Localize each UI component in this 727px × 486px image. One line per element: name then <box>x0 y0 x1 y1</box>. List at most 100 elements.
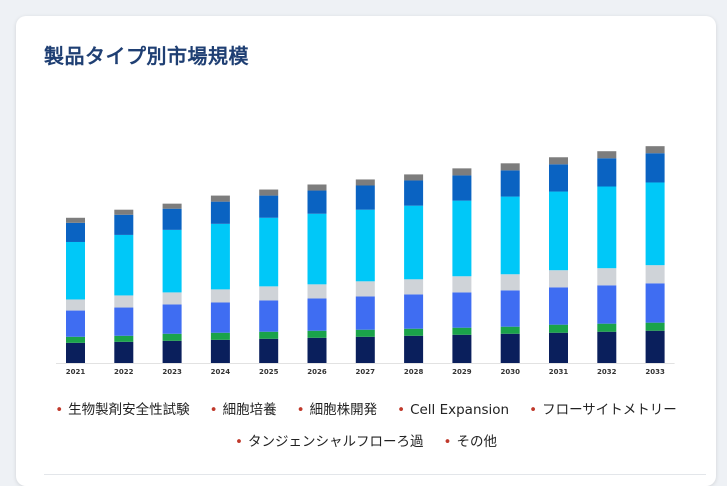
bar-segment-2023-6 <box>162 203 182 209</box>
bar-segment-2027-0 <box>355 336 375 363</box>
bar-segment-2029-6 <box>452 168 472 176</box>
bar-segment-2033-5 <box>645 153 665 183</box>
x-tick-label: 2026 <box>307 368 327 376</box>
x-tick-label: 2032 <box>597 368 617 376</box>
bullet-icon: • <box>55 402 64 418</box>
bar-segment-2021-2 <box>66 310 85 337</box>
legend-item: • タンジェンシャルフローろ過 <box>235 426 423 458</box>
stacked-bar-chart: 2021 2022 2023 2024 2025 2026 2027 2028 2029 2030… <box>56 146 675 376</box>
bar-segment-2026-3 <box>307 284 327 299</box>
bar-segment-2024-5 <box>210 201 230 224</box>
bar-segment-2022-0 <box>114 341 134 363</box>
bar-segment-2026-6 <box>307 184 327 191</box>
bar-segment-2030-6 <box>500 163 520 171</box>
bar-segment-2023-3 <box>162 292 182 305</box>
x-tick-label: 2028 <box>404 368 424 376</box>
x-tick-label: 2021 <box>66 368 86 376</box>
bar-segment-2033-4 <box>645 182 665 266</box>
bar-segment-2032-1 <box>597 323 617 332</box>
bar-segment-2028-4 <box>404 205 424 280</box>
x-tick-label: 2024 <box>211 368 231 376</box>
bar-segment-2026-4 <box>307 213 327 285</box>
bar-segment-2028-5 <box>404 180 424 206</box>
bar-segment-2031-0 <box>549 332 568 363</box>
bar-segment-2029-0 <box>452 334 472 363</box>
bar-segment-2025-4 <box>259 217 279 287</box>
bar-segment-2022-4 <box>114 234 134 296</box>
legend-item: • その他 <box>444 426 497 458</box>
bar-segment-2022-5 <box>114 214 134 235</box>
bar-segment-2033-6 <box>645 146 665 154</box>
legend-label: 細胞培養 <box>222 402 277 418</box>
bar-segment-2030-2 <box>500 290 520 327</box>
bar-segment-2027-3 <box>355 281 375 297</box>
bar-segment-2023-1 <box>162 333 182 341</box>
bar-segment-2024-3 <box>210 289 230 303</box>
bar-segment-2029-3 <box>452 276 472 293</box>
bar-segment-2033-1 <box>645 322 665 331</box>
x-tick-label: 2033 <box>645 368 665 376</box>
bar-segment-2026-0 <box>307 337 327 363</box>
x-tick-label: 2027 <box>356 368 376 376</box>
legend-label: フローサイトメトリー <box>542 402 677 418</box>
bar-segment-2023-2 <box>162 304 182 334</box>
bar-segment-2028-0 <box>404 335 424 363</box>
bar-segment-2021-3 <box>66 299 85 311</box>
bar-segment-2026-1 <box>307 330 327 338</box>
bar-segment-2023-5 <box>162 208 182 230</box>
bar-segment-2024-6 <box>210 195 230 202</box>
bar-segment-2032-3 <box>597 268 617 286</box>
bar-segment-2030-1 <box>500 326 520 334</box>
divider <box>44 474 706 475</box>
bar-segment-2027-1 <box>355 329 375 337</box>
bullet-icon: • <box>443 434 452 450</box>
bar-segment-2027-4 <box>355 209 375 282</box>
legend-label: その他 <box>456 434 497 450</box>
bar-segment-2022-2 <box>114 307 134 336</box>
bar-segment-2021-6 <box>66 217 85 223</box>
bar-segment-2032-4 <box>597 186 617 269</box>
bar-segment-2022-6 <box>114 209 134 215</box>
bar-segment-2028-2 <box>404 294 424 329</box>
legend-item: • 細胞株開発 <box>297 394 377 426</box>
legend-label: タンジェンシャルフローろ過 <box>248 434 424 450</box>
bar-segment-2032-5 <box>597 158 617 187</box>
chart-legend: • 生物製剤安全性試験 • 細胞培養 • 細胞株開発 • Cell Expansion • フロー… <box>36 394 696 458</box>
bar-segment-2032-0 <box>597 331 617 363</box>
bar-segment-2031-3 <box>549 270 568 288</box>
bar-segment-2023-4 <box>162 229 182 293</box>
bar-segment-2031-6 <box>549 157 568 165</box>
bar-segment-2025-3 <box>259 286 279 301</box>
bar-segment-2025-2 <box>259 300 279 332</box>
bar-segment-2024-0 <box>210 339 230 363</box>
x-tick-label: 2025 <box>259 368 279 376</box>
bar-segment-2029-2 <box>452 292 472 328</box>
x-tick-label: 2023 <box>162 368 182 376</box>
legend-label: 細胞株開発 <box>309 402 378 418</box>
bar-segment-2023-0 <box>162 340 182 363</box>
bullet-icon: • <box>235 434 243 450</box>
bar-segment-2024-4 <box>210 223 230 290</box>
bar-segment-2021-0 <box>66 342 85 363</box>
chart-card: 製品タイプ別市場規模 2021 2022 2023 2024 2025 2026 2027 2… <box>16 16 716 486</box>
bar-segment-2030-0 <box>500 333 520 363</box>
legend-item: • Cell Expansion <box>397 394 509 426</box>
bar-segment-2028-6 <box>404 174 424 181</box>
bar-segment-2021-1 <box>66 336 85 343</box>
bar-segment-2031-5 <box>549 164 568 192</box>
x-tick-label: 2031 <box>549 368 569 376</box>
bar-segment-2033-3 <box>645 265 665 284</box>
bar-segment-2029-1 <box>452 327 472 335</box>
bullet-icon: • <box>397 402 406 418</box>
bar-segment-2022-3 <box>114 295 134 308</box>
bar-segment-2022-1 <box>114 335 134 342</box>
bar-segment-2025-5 <box>259 195 279 218</box>
bar-segment-2026-2 <box>307 298 327 331</box>
bar-segment-2021-4 <box>66 241 85 300</box>
bar-segment-2030-3 <box>500 274 520 291</box>
bar-segment-2027-6 <box>355 179 375 186</box>
bar-segment-2026-5 <box>307 190 327 214</box>
bar-segment-2030-5 <box>500 170 520 197</box>
legend-item: • 細胞培養 <box>210 394 277 426</box>
bar-segment-2024-1 <box>210 332 230 340</box>
